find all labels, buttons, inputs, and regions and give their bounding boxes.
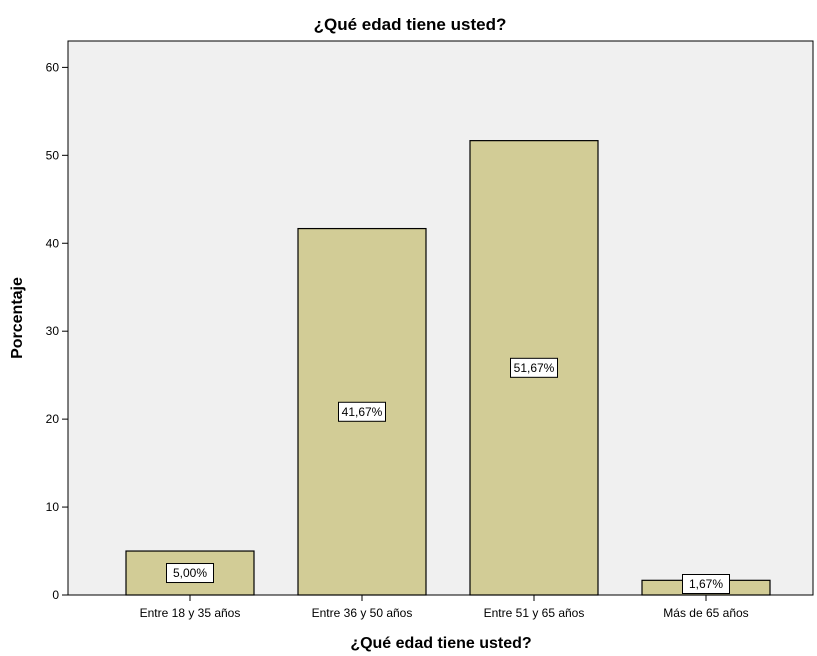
- plot-area: [68, 41, 813, 595]
- data-label-group: 1,67%: [683, 575, 730, 594]
- y-tick-label: 30: [46, 324, 60, 338]
- y-tick-label: 0: [52, 588, 59, 602]
- y-axis-title: Porcentaje: [9, 277, 26, 359]
- y-tick-label: 10: [46, 500, 60, 514]
- x-tick-label: Entre 36 y 50 años: [312, 606, 413, 620]
- data-label-group: 51,67%: [511, 358, 558, 377]
- data-label: 41,67%: [342, 405, 383, 419]
- chart-title: ¿Qué edad tiene usted?: [314, 15, 507, 34]
- x-tick-label: Entre 51 y 65 años: [484, 606, 585, 620]
- data-label: 1,67%: [689, 577, 723, 591]
- data-label: 51,67%: [514, 361, 555, 375]
- data-label-group: 41,67%: [339, 402, 386, 421]
- y-tick-label: 20: [46, 412, 60, 426]
- x-tick-label: Entre 18 y 35 años: [140, 606, 241, 620]
- y-tick-label: 40: [46, 236, 60, 250]
- y-tick-label: 60: [46, 60, 60, 74]
- data-label: 5,00%: [173, 566, 207, 580]
- x-axis-title: ¿Qué edad tiene usted?: [350, 635, 531, 652]
- y-tick-label: 50: [46, 148, 60, 162]
- x-tick-label: Más de 65 años: [663, 606, 748, 620]
- data-label-group: 5,00%: [167, 564, 214, 583]
